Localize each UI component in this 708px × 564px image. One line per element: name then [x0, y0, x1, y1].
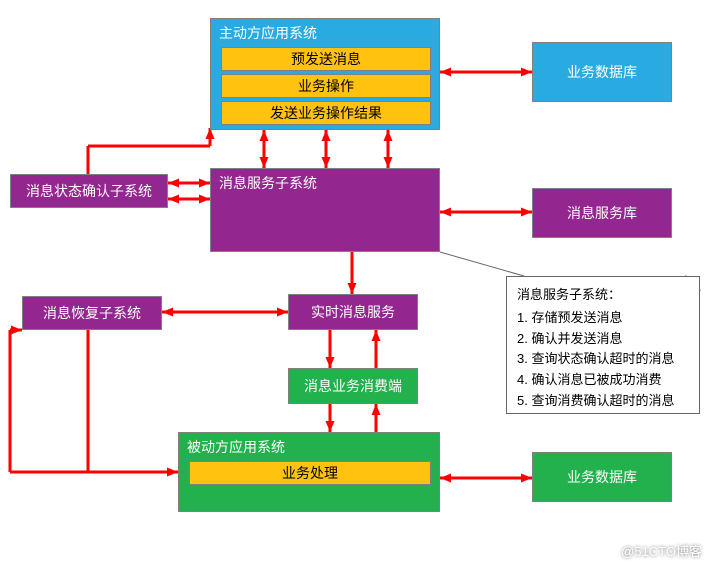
inner-biz_op: 业务操作	[221, 74, 431, 98]
node-realtime: 实时消息服务	[288, 294, 418, 330]
note-box: 消息服务子系统： 1. 存储预发送消息2. 确认并发送消息3. 查询状态确认超时…	[506, 276, 700, 414]
node-msg_service-label: 消息服务子系统	[211, 169, 439, 197]
note-item-4: 4. 确认消息已被成功消费	[517, 370, 689, 391]
inner-pre_send: 预发送消息	[221, 47, 431, 71]
node-msg_recover: 消息恢复子系统	[22, 296, 162, 330]
watermark: @51CTO博客	[621, 541, 702, 560]
note-item-3: 3. 查询状态确认超时的消息	[517, 349, 689, 370]
node-msg_repo: 消息服务库	[532, 188, 672, 238]
node-status_confirm: 消息状态确认子系统	[10, 174, 168, 208]
inner-send_result: 发送业务操作结果	[221, 101, 431, 125]
node-msg_service: 消息服务子系统	[210, 168, 440, 252]
note-items: 1. 存储预发送消息2. 确认并发送消息3. 查询状态确认超时的消息4. 确认消…	[517, 308, 689, 412]
inner-biz_handle: 业务处理	[189, 461, 431, 485]
note-title: 消息服务子系统：	[517, 285, 689, 306]
node-biz_db_top: 业务数据库	[532, 42, 672, 102]
node-passive_app-label: 被动方应用系统	[179, 433, 439, 461]
note-item-5: 5. 查询消费确认超时的消息	[517, 391, 689, 412]
node-passive_app: 被动方应用系统业务处理	[178, 432, 440, 512]
node-consumer: 消息业务消费端	[288, 368, 418, 404]
node-active_app-label: 主动方应用系统	[211, 19, 439, 47]
note-item-2: 2. 确认并发送消息	[517, 329, 689, 350]
node-active_app: 主动方应用系统预发送消息业务操作发送业务操作结果	[210, 18, 440, 130]
node-biz_db_bottom: 业务数据库	[532, 452, 672, 502]
note-item-1: 1. 存储预发送消息	[517, 308, 689, 329]
